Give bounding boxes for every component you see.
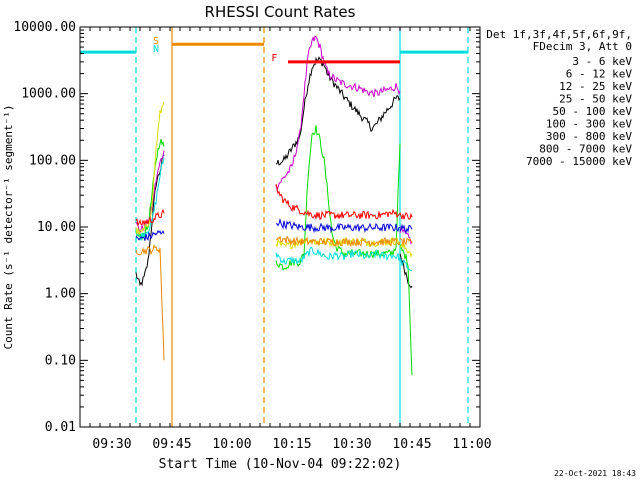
x-tick-label-10-00: 10:00 (212, 437, 251, 452)
legend-entry-300-800-kev: 300 - 800 keV (546, 130, 632, 143)
y-tick-label-100-00: 100.00 (29, 153, 76, 168)
series-25-50-kev-seg-2 (399, 258, 413, 272)
plot-frame (79, 26, 481, 428)
y-axis: 10000.00 1000.00 100.00 10.00 1.00 0.10 0.01 (13, 20, 480, 435)
series-25-50-kev-seg-1 (275, 246, 401, 265)
legend-entry-800-7000-kev: 800 - 7000 keV (539, 143, 632, 156)
x-tick-label-09-30: 09:30 (92, 437, 131, 452)
marker-s: S (153, 36, 159, 47)
series-800-7000-kev-seg-1 (275, 235, 401, 248)
legend-entry-6-12-kev: 6 - 12 keV (566, 68, 633, 81)
series-300-800-kev-seg-2 (399, 223, 413, 235)
series-12-25-kev-seg-2 (399, 244, 413, 376)
y-tick-label-1-00: 1.00 (45, 287, 76, 302)
series-300-800-kev-seg-0 (135, 229, 165, 241)
series-6-12-kev-seg-1 (275, 35, 401, 192)
vertical-markers (135, 27, 469, 427)
series-300-800-kev-seg-1 (276, 217, 401, 234)
legend: Det 1f,3f,4f,5f,6f,9f,FDecim 3, Att 0 3 -… (486, 28, 632, 168)
x-axis: 09:30 09:45 10:00 10:15 10:30 10:45 11:00 (79, 27, 492, 452)
state-bars (80, 42, 468, 64)
legend-entry-25-50-kev: 25 - 50 keV (559, 93, 632, 106)
marker-n: N (153, 44, 159, 55)
series-12-25-kev-seg-0 (135, 139, 165, 241)
legend-entry-100-300-kev: 100 - 300 keV (546, 118, 632, 131)
series-100-300-kev-seg-1 (275, 183, 401, 220)
y-axis-label: Count Rate (s⁻¹ detector⁻¹ segment⁻¹) (2, 104, 15, 349)
legend-header-line: Det 1f,3f,4f,5f,6f,9f, (486, 28, 632, 41)
footer-timestamp: 22-Oct-2021 18:43 (554, 469, 636, 478)
legend-entry-12-25-kev: 12 - 25 keV (559, 80, 632, 93)
series-100-300-kev-seg-0 (135, 208, 165, 227)
series-50-100-kev-seg-2 (399, 243, 413, 259)
marker-f: F (271, 53, 277, 64)
series-100-300-kev-seg-2 (399, 212, 413, 221)
plot-area: SN F (79, 26, 481, 428)
state-markers: SN F (153, 36, 277, 64)
y-tick-label-1000-00: 1000.00 (21, 87, 76, 102)
y-tick-label-0-10: 0.10 (45, 353, 76, 368)
series-3-6-kev-seg-1 (275, 56, 401, 166)
y-tick-label-0-01: 0.01 (45, 420, 76, 435)
legend-entry-7000-15000-kev: 7000 - 15000 keV (526, 155, 632, 168)
series-lines (135, 35, 413, 376)
x-tick-label-10-15: 10:15 (272, 437, 311, 452)
series-3-6-kev-seg-0 (135, 154, 165, 287)
x-tick-label-11-00: 11:00 (452, 437, 491, 452)
x-tick-label-10-30: 10:30 (332, 437, 371, 452)
x-tick-label-09-45: 09:45 (152, 437, 191, 452)
legend-entry-3-6-kev: 3 - 6 keV (572, 55, 632, 68)
x-axis-label: Start Time (10-Nov-04 09:22:02) (159, 457, 402, 472)
legend-header-line: FDecim 3, Att 0 (533, 40, 632, 53)
y-tick-label-10-00: 10.00 (37, 220, 76, 235)
series-800-7000-kev-seg-2 (399, 237, 413, 246)
series-25-50-kev-seg-0 (135, 157, 165, 241)
series-800-7000-kev-seg-0 (135, 244, 165, 361)
x-tick-label-10-45: 10:45 (392, 437, 431, 452)
legend-entry-50-100-kev: 50 - 100 keV (553, 105, 633, 118)
y-tick-label-10000-00: 10000.00 (13, 20, 76, 35)
chart-title: RHESSI Count Rates (205, 3, 356, 21)
